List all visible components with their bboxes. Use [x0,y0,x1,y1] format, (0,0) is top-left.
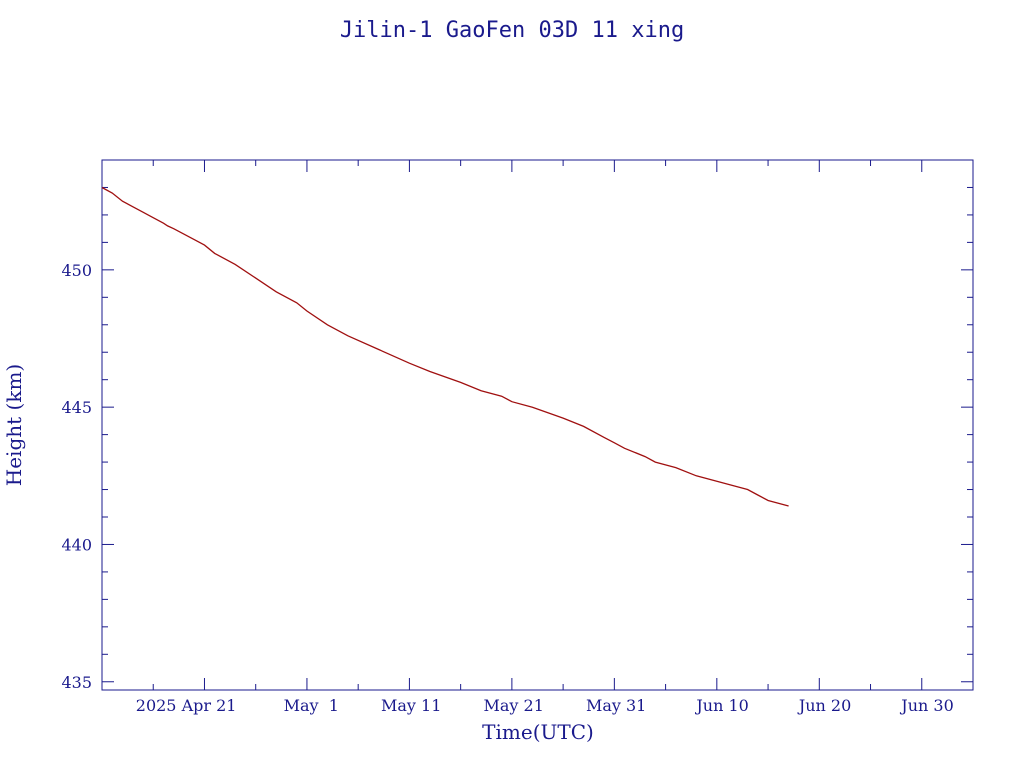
plot-frame [101,159,974,691]
y-tick-label: 440 [61,535,92,554]
y-tick-labels: 435 440 445 450 [61,261,92,692]
axis-ticks [102,159,974,690]
x-tick-label: Jun 20 [797,696,851,715]
x-tick-label: May 1 [284,696,339,715]
x-tick-labels: 2025 Apr 21 May 1 May 11 May 21 May 31 Jun 10… [136,696,954,715]
x-tick-label: May 11 [381,696,441,715]
x-tick-label: Jun 10 [694,696,748,715]
y-tick-label: 445 [61,398,92,417]
x-tick-label: Jun 30 [899,696,953,715]
x-axis-label: Time(UTC) [482,720,594,744]
y-tick-label: 450 [61,261,92,280]
series-line [101,186,789,507]
x-tick-label: May 21 [483,696,543,715]
y-tick-label: 435 [61,673,92,692]
x-tick-label: 2025 Apr 21 [136,696,237,715]
chart-title: Jilin-1 GaoFen 03D 11 xing [340,18,684,43]
series-group [101,186,789,507]
x-tick-label: May 31 [586,696,646,715]
y-axis-label: Height (km) [2,364,26,486]
